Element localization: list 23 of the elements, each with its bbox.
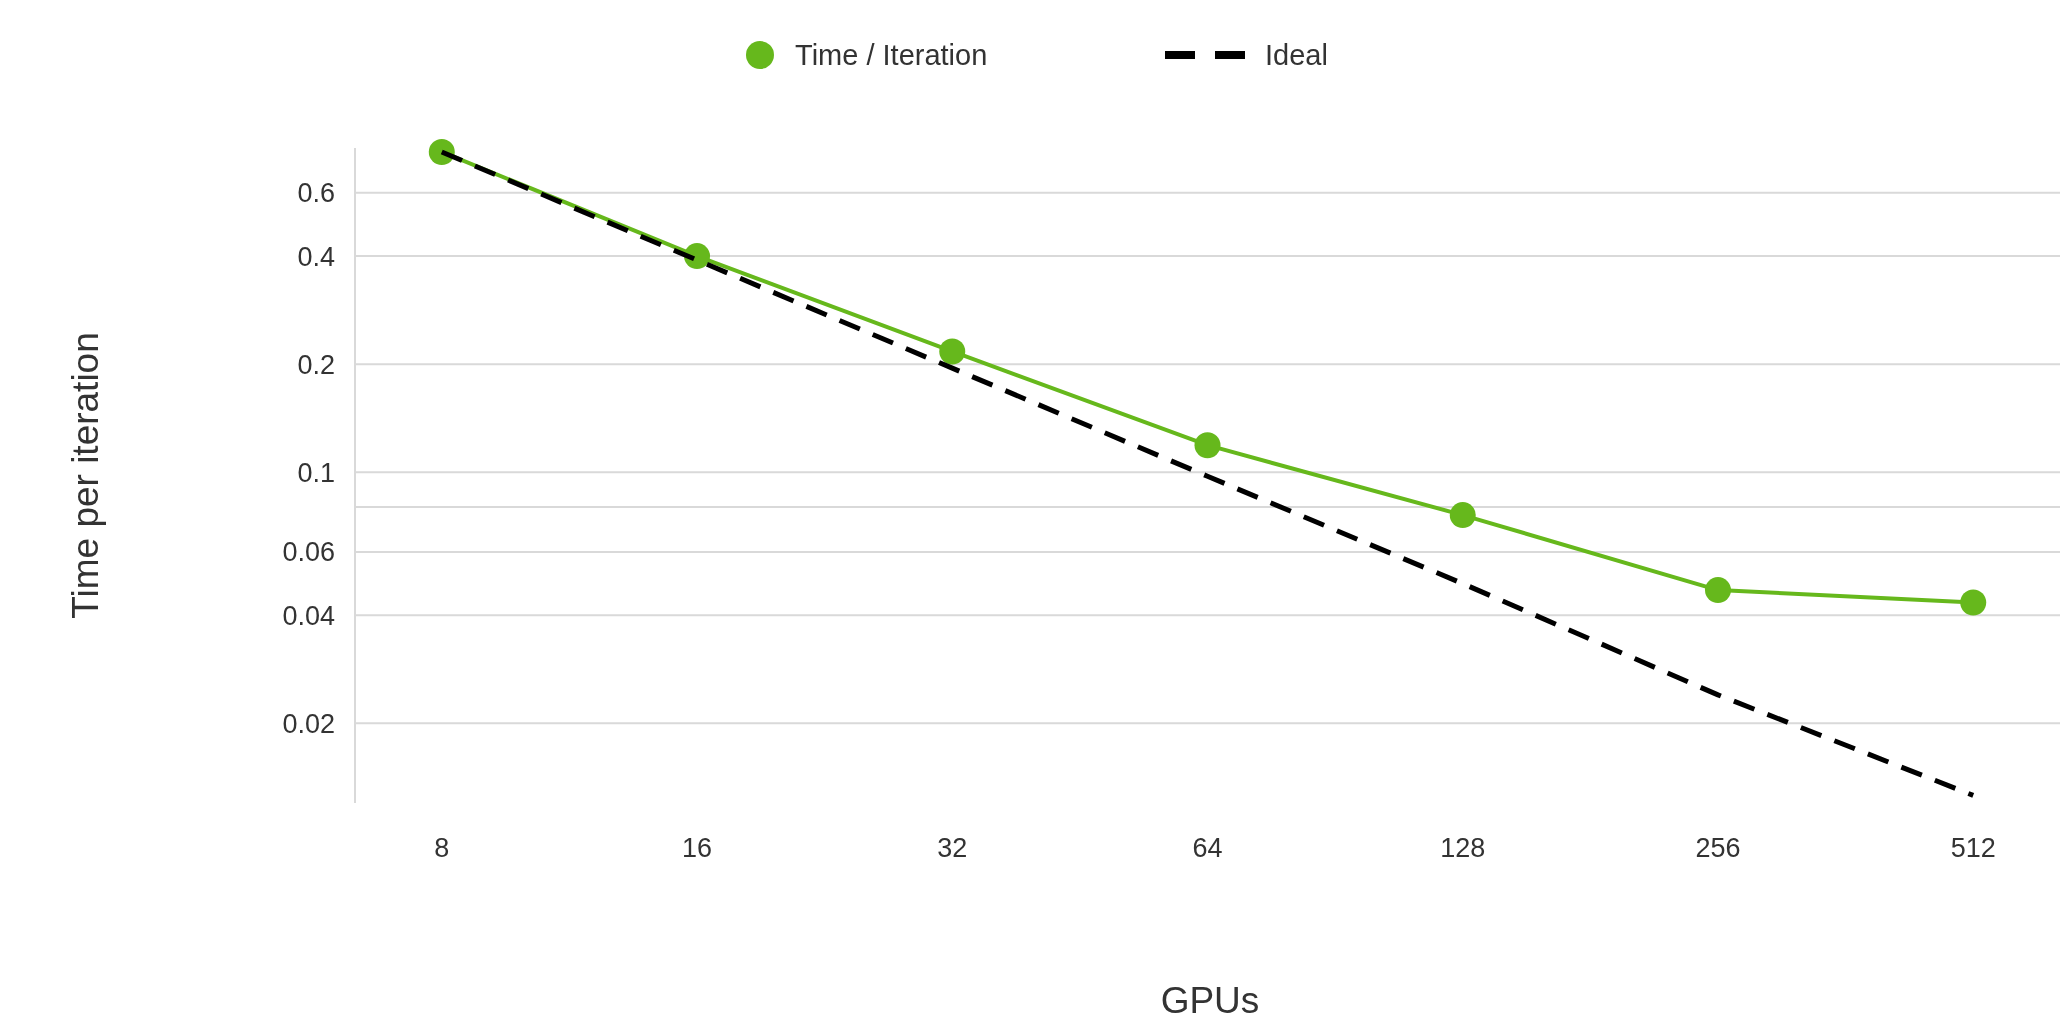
y-tick-label: 0.04 xyxy=(282,600,335,631)
y-tick-label: 0.06 xyxy=(282,537,335,568)
y-tick-label: 0.1 xyxy=(297,457,335,488)
y-tick-label: 0.4 xyxy=(297,241,335,272)
x-tick-label: 8 xyxy=(434,833,450,864)
y-axis-title: Time per iteration xyxy=(64,332,106,619)
point xyxy=(1960,589,1987,616)
y-tick-label: 0.02 xyxy=(282,708,335,739)
x-tick-label: 16 xyxy=(682,833,713,864)
legend-label: Ideal xyxy=(1265,39,1328,72)
point xyxy=(1704,577,1731,604)
x-tick-label: 128 xyxy=(1440,833,1486,864)
x-tick-label: 32 xyxy=(937,833,968,864)
y-tick-label: 0.2 xyxy=(297,349,335,380)
point xyxy=(939,338,966,365)
legend-label: Time / Iteration xyxy=(795,39,988,72)
x-tick-label: 512 xyxy=(1950,833,1996,864)
point xyxy=(1194,432,1221,459)
x-axis-title: GPUs xyxy=(1160,979,1260,1021)
x-tick-label: 64 xyxy=(1192,833,1223,864)
point xyxy=(1449,502,1476,529)
y-tick-label: 0.6 xyxy=(297,178,335,209)
x-tick-label: 256 xyxy=(1695,833,1741,864)
